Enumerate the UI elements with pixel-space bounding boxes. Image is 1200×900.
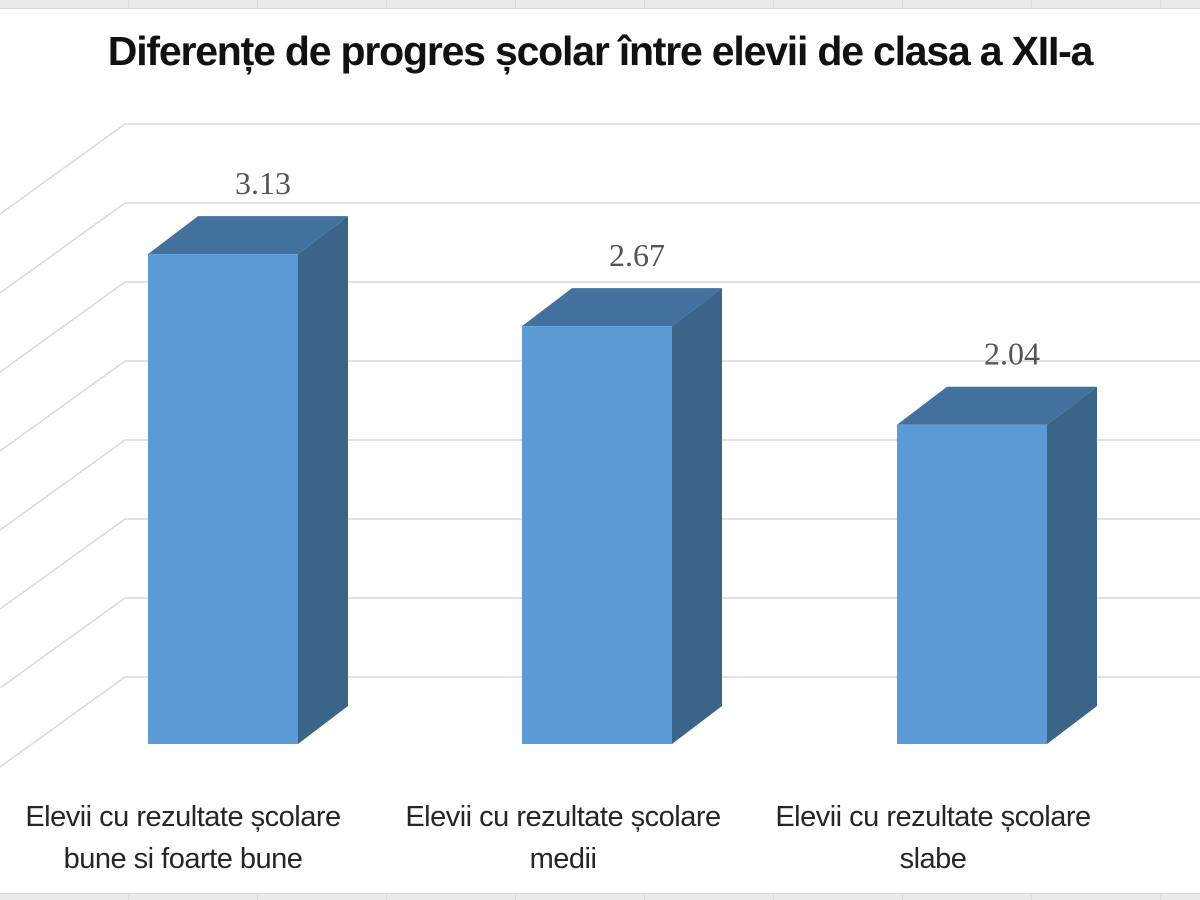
bar-top-face[interactable] [522,288,722,327]
bar-column-1[interactable] [148,216,348,744]
data-label: 3.13 [235,165,291,201]
bar-front-face[interactable] [522,326,672,744]
bar-column-3[interactable] [897,386,1097,744]
bar-side-face[interactable] [672,288,722,744]
gridline [0,360,1200,452]
spreadsheet-top-strip [0,0,1200,9]
data-label: 2.67 [609,237,665,273]
bar-side-face[interactable] [298,216,348,744]
gridline [0,518,1200,610]
gridline [0,439,1200,531]
bar-front-face[interactable] [897,424,1047,744]
bar-top-face[interactable] [897,386,1097,425]
gridline [0,123,1200,215]
chart-title: Diferențe de progres școlar între elevii… [107,28,1094,74]
gridline [0,676,1200,768]
gridline [0,597,1200,689]
spreadsheet-bottom-strip [0,893,1200,900]
data-label: 2.04 [984,336,1040,372]
bar-top-face[interactable] [148,216,348,255]
gridline [0,202,1200,294]
bar-side-face[interactable] [1047,386,1097,744]
bar-front-face[interactable] [148,254,298,744]
bar-column-2[interactable] [522,288,722,744]
gridline [0,281,1200,373]
